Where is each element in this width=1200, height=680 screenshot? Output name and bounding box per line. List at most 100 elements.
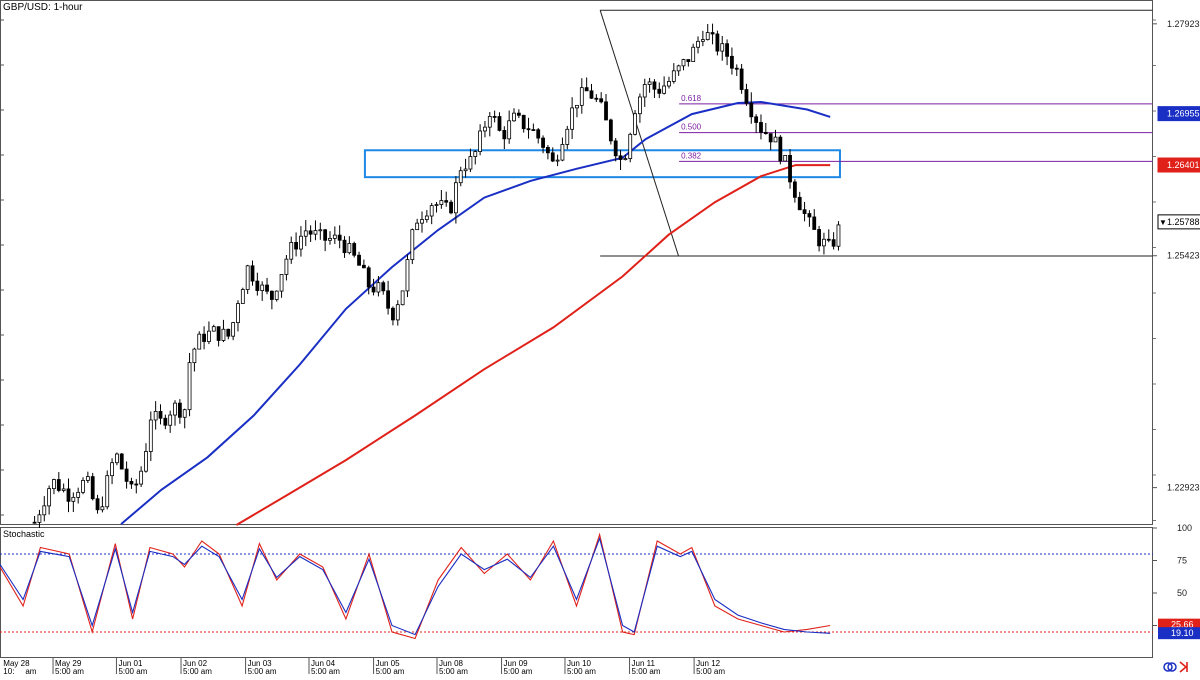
candle-body <box>516 112 521 116</box>
candle-body <box>536 129 541 139</box>
candle-body <box>570 107 575 130</box>
candle-body <box>269 290 274 300</box>
candle-body <box>463 168 468 172</box>
candle-body <box>400 290 405 306</box>
candle-body <box>192 348 197 364</box>
candle-body <box>71 496 76 502</box>
candle-body <box>81 479 85 493</box>
scroll-to-end-icon[interactable] <box>1179 661 1188 673</box>
candle-body <box>696 40 700 48</box>
candle-body <box>628 133 633 160</box>
candle-body <box>386 290 390 309</box>
time-axis-time-label: 5:00 am <box>439 667 468 675</box>
main-frame <box>0 0 1153 525</box>
candle-body <box>395 304 400 321</box>
candle-body <box>250 265 255 282</box>
candle-body <box>168 414 173 426</box>
candle-body <box>594 97 599 100</box>
candle-body <box>492 116 497 118</box>
candle-body <box>478 130 483 152</box>
candle-body <box>705 32 710 41</box>
candle-body <box>202 333 206 342</box>
candle-body <box>797 196 802 211</box>
candle-body <box>255 280 260 291</box>
time-axis-time-label: 5:00 am <box>55 667 84 675</box>
candle-body <box>686 59 691 62</box>
candle-body <box>768 133 773 143</box>
candle-body <box>207 330 211 342</box>
price-axis-label: 1.25423 <box>1167 251 1200 261</box>
candle-body <box>652 81 657 90</box>
candle-body <box>105 475 110 508</box>
support-zone-box <box>363 149 841 179</box>
candle-body <box>274 290 279 300</box>
candle-body <box>681 59 686 67</box>
candle-body <box>483 126 487 132</box>
candle-body <box>236 303 240 324</box>
moving-average-1 <box>120 100 831 525</box>
candle-body <box>66 488 71 502</box>
candle-body <box>725 43 729 57</box>
candle-body <box>182 409 187 418</box>
time-axis-date-label: Jun 03 <box>248 659 273 668</box>
time-axis-date-label: Jun 04 <box>311 659 336 668</box>
fib-trend-line <box>599 10 680 257</box>
candle-body <box>56 479 61 491</box>
price-badge <box>1157 214 1200 230</box>
candle-body <box>783 154 788 162</box>
price-badge <box>1157 106 1200 122</box>
candle-body <box>85 476 90 481</box>
candle-body <box>826 238 831 241</box>
time-axis-date-label: Jun 09 <box>504 659 529 668</box>
candle-body <box>812 216 817 230</box>
candle-body <box>579 87 584 106</box>
time-axis-time-label: 5:00 am <box>311 667 340 675</box>
candle-body <box>337 234 342 241</box>
candle-body <box>638 96 642 115</box>
candle-body <box>763 131 768 135</box>
stochastic-title: Stochastic <box>3 529 45 539</box>
candle-body <box>623 158 628 161</box>
candle-body <box>376 282 381 293</box>
candle-body <box>512 112 516 122</box>
candle-body <box>332 234 337 239</box>
candle-body <box>163 417 168 426</box>
time-axis-date-label: Jun 01 <box>118 659 143 668</box>
candle-body <box>61 488 66 491</box>
link-icon-ring <box>1167 662 1177 672</box>
time-axis-time-label: 5:00 am <box>183 667 212 675</box>
candle-body <box>555 159 560 162</box>
candle-body <box>720 43 725 52</box>
candle-body <box>328 237 332 241</box>
candle-body <box>560 144 565 161</box>
candle-body <box>584 87 589 92</box>
link-icon[interactable] <box>1163 662 1173 672</box>
chart-title: GBP/USD: 1-hour <box>3 2 83 13</box>
time-axis-date-label: May 28 <box>3 659 30 668</box>
candle-body <box>279 274 284 292</box>
time-axis-date-label: Jun 12 <box>696 659 721 668</box>
stochastic-badge-label: 19.10 <box>1171 628 1194 638</box>
candle-body <box>361 264 366 269</box>
candle-body <box>676 65 681 72</box>
candle-body <box>342 239 347 254</box>
candle-body <box>357 254 361 266</box>
candle-body <box>642 84 647 98</box>
candle-body <box>90 476 95 500</box>
time-axis-time-label: 5:00 am <box>696 667 725 675</box>
candle-body <box>381 282 386 292</box>
candle-body <box>662 85 667 94</box>
candle-body <box>831 239 836 247</box>
candle-body <box>633 113 637 135</box>
candle-body <box>449 201 453 214</box>
candle-body <box>754 116 759 123</box>
candle-body <box>715 33 720 52</box>
time-axis-date-label: Jun 10 <box>567 659 592 668</box>
price-axis-label: 1.22923 <box>1167 483 1200 493</box>
candle-body <box>778 136 783 162</box>
candle-body <box>313 230 318 235</box>
candle-body <box>352 243 357 256</box>
candle-body <box>371 286 376 293</box>
